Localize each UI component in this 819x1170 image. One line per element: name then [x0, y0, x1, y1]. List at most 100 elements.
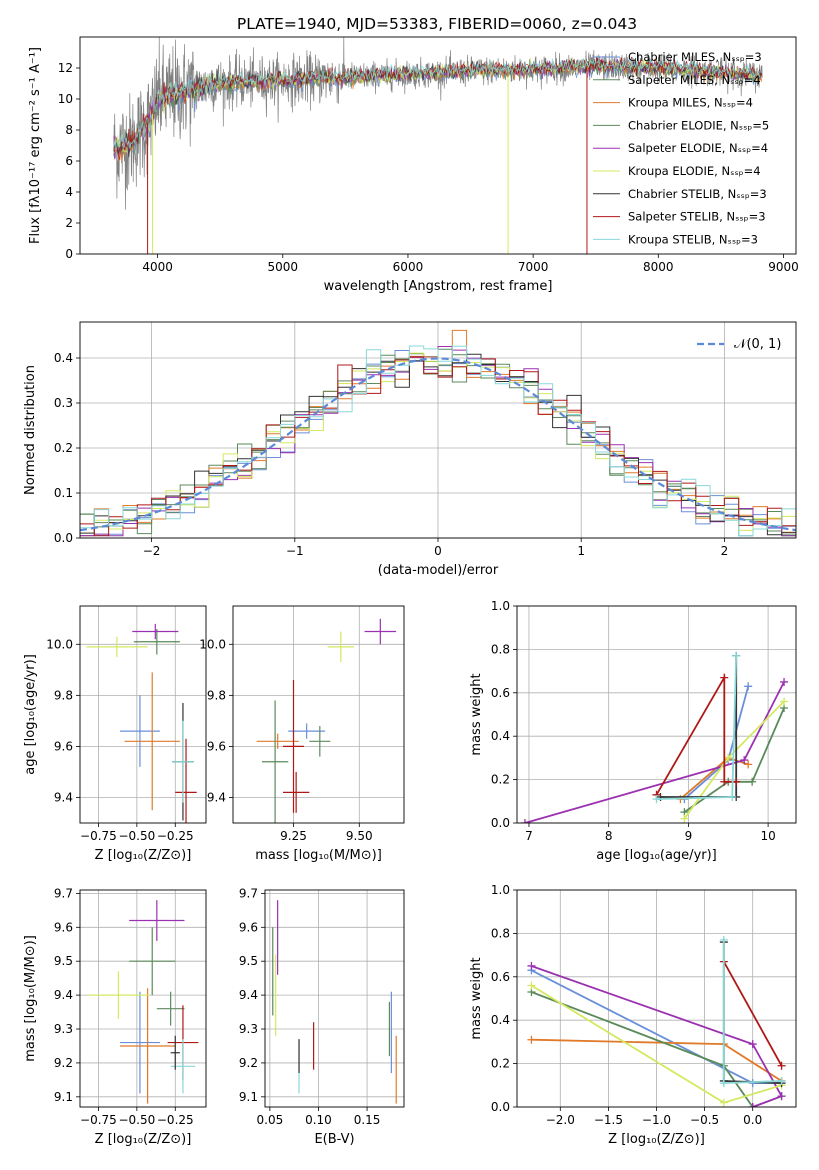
y-tick-label: 9.6 [54, 920, 73, 934]
y-tick-label: 9.6 [54, 739, 73, 753]
x-axis-label: Z [log₁₀(Z/Z⊙)] [95, 1132, 192, 1147]
panel-age_vs_mass: 9.25 9.50 9.4 9.6 9.8 10.0 mass [log₁₀(M/M⊙)] [199, 605, 405, 863]
x-tick-label: −0.75 [80, 1113, 117, 1127]
legend-label: Salpeter MILES, Nₛₛₚ=4 [628, 73, 761, 87]
mass-weight-marker [527, 981, 536, 990]
x-tick-label: 8 [605, 829, 613, 843]
panel-mass_vs_ebv: 0.05 0.10 0.15 9.1 9.2 9.3 9.4 9.5 9.6 9.7 E(B-V) [239, 886, 405, 1147]
axes-frame [79, 36, 797, 255]
axes-frame [264, 889, 405, 1108]
y-tick-label: 9.4 [54, 790, 73, 804]
y-tick-label: 0.0 [54, 531, 73, 545]
mass-weight-marker [777, 1092, 786, 1101]
y-tick-label: 0.0 [491, 816, 510, 830]
plot-area [86, 623, 197, 823]
y-tick-label: 9.6 [239, 920, 258, 934]
y-axis-label: age [log₁₀(age/yr)] [23, 654, 38, 775]
mass-weight-marker [780, 697, 789, 706]
plot-area [527, 935, 786, 1107]
x-tick-label: −0.50 [118, 1113, 155, 1127]
grid [265, 890, 404, 1107]
panel-massweight_vs_Z: −2.0 −1.5 −1.0 −0.5 0.0 0.0 0.2 0.4 0.6 0.8 1.0 Z [… [469, 883, 797, 1147]
y-tick-label: 10 [58, 92, 73, 106]
legend-label: Salpeter STELIB, Nₛₛₚ=3 [628, 210, 766, 224]
y-tick-label: 2 [65, 216, 73, 230]
y-tick-label: 0.2 [491, 773, 510, 787]
axes-frame [79, 605, 207, 824]
x-axis-label: mass [log₁₀(M/M⊙)] [255, 848, 382, 863]
legend-label: Kroupa ELODIE, Nₛₛₚ=4 [628, 164, 761, 178]
x-tick-label: −1.5 [594, 1113, 623, 1127]
x-tick-label: 5000 [268, 260, 299, 274]
x-tick-label: 7 [525, 829, 533, 843]
x-tick-label: −0.75 [80, 829, 117, 843]
mass-weight-line [655, 674, 737, 796]
mass-weight-marker [719, 1079, 728, 1088]
legend-label: Kroupa STELIB, Nₛₛₚ=3 [628, 232, 758, 246]
axes-frame [516, 889, 797, 1108]
axes-frame [232, 605, 405, 824]
x-axis-label: (data-model)/error [378, 563, 499, 578]
plot-area [80, 329, 796, 537]
y-tick-label: 0.4 [54, 351, 73, 365]
mass-weight-marker [777, 1076, 786, 1085]
model-spectrum-line [113, 57, 762, 152]
plot-area [520, 651, 789, 823]
mass-weight-marker [744, 682, 753, 691]
mass-weight-marker [720, 777, 729, 786]
x-tick-label: −1 [286, 544, 304, 558]
y-axis-label: Normed distribution [23, 365, 38, 495]
y-tick-label: 0.1 [54, 486, 73, 500]
legend-label: Chabrier ELODIE, Nₛₛₚ=5 [628, 118, 769, 132]
y-tick-label: 9.7 [239, 886, 258, 900]
y-tick-label: 9.3 [239, 1022, 258, 1036]
grid [80, 890, 206, 1107]
x-tick-label: 0.0 [743, 1113, 762, 1127]
x-axis-label: E(B-V) [314, 1132, 354, 1147]
x-tick-label: −0.25 [157, 829, 194, 843]
y-tick-label: 0.4 [491, 729, 510, 743]
mass-weight-marker [748, 777, 757, 786]
y-tick-label: 9.4 [239, 988, 258, 1002]
legend-label: Chabrier MILES, Nₛₛₚ=3 [628, 50, 762, 64]
x-tick-label: 9.50 [346, 829, 373, 843]
grid [517, 889, 796, 1108]
y-tick-label: 9.8 [54, 688, 73, 702]
y-tick-label: 9.5 [239, 954, 258, 968]
residual-histogram-step [80, 356, 796, 537]
mass-weight-marker [748, 1103, 757, 1107]
plot-area [272, 900, 397, 1104]
mass-weight-line [531, 965, 783, 1107]
y-tick-label: 1.0 [491, 883, 510, 897]
x-tick-label: 2 [721, 544, 729, 558]
residual-histogram-step [80, 352, 796, 534]
y-tick-label: 9.7 [54, 886, 73, 900]
legend-label: Kroupa MILES, Nₛₛₚ=4 [628, 96, 753, 110]
x-tick-label: 0.15 [354, 1113, 381, 1127]
y-tick-label: 0.8 [491, 926, 510, 940]
y-tick-label: 9.1 [239, 1090, 258, 1104]
mass-weight-marker [680, 814, 689, 823]
mass-weight-line [524, 681, 785, 823]
x-tick-label: 9000 [768, 260, 799, 274]
mass-weight-marker [527, 961, 536, 970]
figure-title: PLATE=1940, MJD=53383, FIBERID=0060, z=0… [237, 15, 637, 33]
x-tick-label: 0.05 [257, 1113, 284, 1127]
y-tick-label: 9.4 [207, 790, 226, 804]
y-tick-label: 9.5 [54, 954, 73, 968]
mass-weight-marker [777, 1061, 786, 1070]
y-axis-label: mass weight [469, 957, 484, 1039]
x-tick-label: 1 [577, 544, 585, 558]
residual-histogram-step [80, 345, 796, 537]
y-tick-label: 0.6 [491, 686, 510, 700]
legend-label: 𝒩(0, 1) [734, 337, 781, 352]
x-tick-label: −2 [143, 544, 161, 558]
mass-weight-marker [744, 760, 753, 769]
mass-weight-marker [780, 677, 789, 686]
x-tick-label: 7000 [518, 260, 549, 274]
y-tick-label: 10.0 [46, 637, 73, 651]
x-tick-label: 8000 [643, 260, 674, 274]
panel-spectrum: 4000 5000 6000 7000 8000 9000 0 2 4 6 8 10 12 wavelen… [28, 36, 799, 294]
x-tick-label: 0 [434, 544, 442, 558]
